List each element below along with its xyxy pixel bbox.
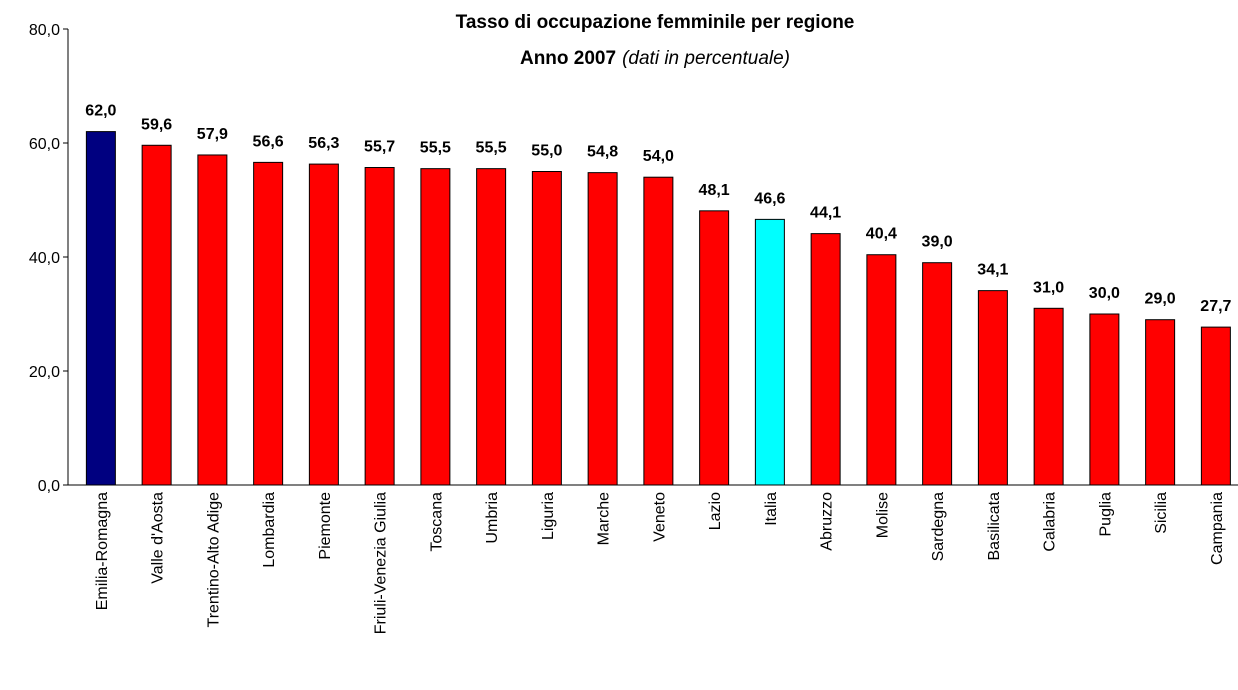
y-tick-label: 80,0 [29, 22, 60, 39]
value-label: 34,1 [977, 262, 1008, 279]
x-tick-label: Piemonte [317, 492, 334, 560]
bar [1089, 313, 1120, 486]
bar [754, 218, 785, 486]
bar [531, 171, 562, 486]
x-tick-label: Valle d'Aosta [150, 492, 167, 584]
x-tick-label: Sicilia [1153, 492, 1170, 534]
value-label: 59,6 [141, 116, 172, 133]
bar [420, 168, 451, 486]
bar [476, 168, 507, 486]
value-label: 55,5 [420, 140, 451, 157]
value-label: 62,0 [85, 103, 116, 120]
value-label: 40,4 [866, 226, 897, 243]
x-tick-label: Sardegna [930, 492, 947, 561]
value-label: 54,8 [587, 144, 618, 161]
bar [1033, 307, 1064, 486]
x-tick-label: Toscana [428, 492, 445, 552]
x-tick-label: Basilicata [986, 492, 1003, 561]
value-label: 55,5 [476, 140, 507, 157]
x-tick-label: Italia [763, 492, 780, 526]
subtitle: Anno 2007 [520, 48, 616, 69]
chart-subtitle: Anno 2007 (dati in percentuale) [520, 48, 790, 69]
x-tick-label: Umbria [484, 492, 501, 544]
bar [85, 131, 116, 486]
value-label: 27,7 [1200, 298, 1231, 315]
x-tick-label: Trentino-Alto Adige [205, 492, 222, 628]
bar [141, 144, 172, 486]
y-tick-label: 60,0 [29, 136, 60, 153]
x-tick-label: Calabria [1042, 492, 1059, 552]
bar [977, 290, 1008, 486]
bar [253, 161, 284, 486]
bar [810, 233, 841, 486]
value-label: 29,0 [1145, 291, 1176, 308]
x-tick-label: Molise [874, 492, 891, 538]
value-label: 57,9 [197, 126, 228, 143]
value-label: 55,7 [364, 139, 395, 156]
x-tick-label: Campania [1209, 492, 1226, 565]
x-tick-label: Lazio [707, 492, 724, 530]
value-label: 55,0 [531, 143, 562, 160]
value-label: 30,0 [1089, 285, 1120, 302]
value-label: 56,6 [253, 133, 284, 150]
bar [1200, 326, 1231, 486]
x-tick-label: Lombardia [261, 492, 278, 568]
y-tick-label: 20,0 [29, 364, 60, 381]
bar [643, 176, 674, 486]
bar [587, 172, 618, 486]
bar [699, 210, 730, 486]
chart-title: Tasso di occupazione femminile per regio… [456, 12, 855, 33]
y-tick-label: 0,0 [38, 478, 60, 495]
bar [197, 154, 228, 486]
value-label: 48,1 [699, 182, 730, 199]
x-tick-label: Emilia-Romagna [94, 492, 111, 610]
value-label: 39,0 [922, 234, 953, 251]
x-tick-label: Puglia [1097, 492, 1114, 537]
x-tick-label: Marche [596, 492, 613, 545]
value-label: 46,6 [754, 190, 785, 207]
x-tick-label: Abruzzo [819, 492, 836, 551]
value-label: 44,1 [810, 205, 841, 222]
bar [866, 254, 897, 486]
x-tick-label: Friuli-Venezia Giulia [373, 492, 390, 634]
value-label: 56,3 [308, 135, 339, 152]
x-tick-label: Liguria [540, 492, 557, 540]
value-label: 54,0 [643, 148, 674, 165]
bar [1145, 319, 1176, 486]
bar [364, 167, 395, 486]
y-tick-label: 40,0 [29, 250, 60, 267]
x-tick-label: Veneto [651, 492, 668, 542]
bar [922, 262, 953, 486]
value-label: 31,0 [1033, 279, 1064, 296]
bar [308, 163, 339, 486]
subtitle-note: (dati in percentuale) [622, 48, 790, 69]
